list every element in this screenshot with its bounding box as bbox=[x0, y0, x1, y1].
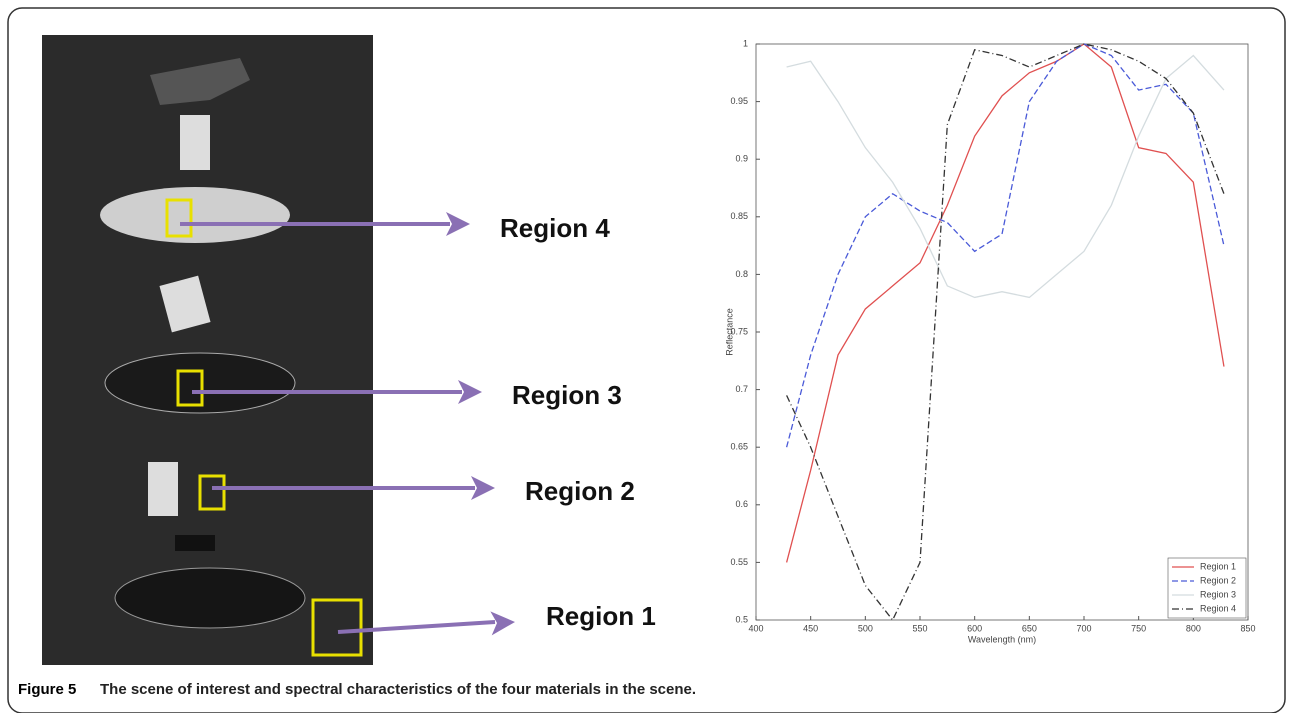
region-label: Region 3 bbox=[512, 380, 622, 410]
legend-label: Region 4 bbox=[1200, 603, 1236, 613]
y-tick-label: 0.9 bbox=[735, 154, 748, 164]
legend-label: Region 2 bbox=[1200, 575, 1236, 585]
y-tick-label: 0.65 bbox=[730, 442, 748, 452]
x-tick-label: 450 bbox=[803, 623, 818, 633]
x-tick-label: 750 bbox=[1131, 623, 1146, 633]
x-tick-label: 600 bbox=[967, 623, 982, 633]
caption-label: Figure 5 bbox=[18, 681, 76, 698]
x-tick-label: 550 bbox=[912, 623, 927, 633]
caption-text: The scene of interest and spectral chara… bbox=[100, 681, 696, 698]
legend-label: Region 3 bbox=[1200, 589, 1236, 599]
y-tick-label: 0.95 bbox=[730, 96, 748, 106]
scene-image bbox=[42, 35, 373, 665]
y-tick-label: 0.6 bbox=[735, 499, 748, 509]
x-tick-label: 400 bbox=[748, 623, 763, 633]
y-axis-label: Reflectance bbox=[724, 308, 734, 356]
region-label: Region 1 bbox=[546, 601, 656, 631]
y-tick-label: 0.7 bbox=[735, 384, 748, 394]
y-tick-label: 0.55 bbox=[730, 557, 748, 567]
y-tick-label: 0.8 bbox=[735, 269, 748, 279]
y-tick-label: 0.85 bbox=[730, 211, 748, 221]
plot-area bbox=[756, 44, 1248, 620]
x-tick-label: 500 bbox=[858, 623, 873, 633]
y-tick-label: 1 bbox=[743, 38, 748, 48]
x-axis-label: Wavelength (nm) bbox=[968, 634, 1036, 644]
region-label: Region 4 bbox=[500, 213, 610, 243]
y-tick-label: 0.5 bbox=[735, 614, 748, 624]
x-tick-label: 650 bbox=[1022, 623, 1037, 633]
legend-label: Region 1 bbox=[1200, 561, 1236, 571]
x-tick-label: 800 bbox=[1186, 623, 1201, 633]
figure: Region 4 Region 3 Region 2 Region 1 0.5 0.55… bbox=[0, 0, 1293, 713]
region-label: Region 2 bbox=[525, 476, 635, 506]
x-tick-label: 850 bbox=[1240, 623, 1255, 633]
x-tick-label: 700 bbox=[1076, 623, 1091, 633]
page: Region 4 Region 3 Region 2 Region 1 0.5 0.55… bbox=[0, 0, 1293, 713]
